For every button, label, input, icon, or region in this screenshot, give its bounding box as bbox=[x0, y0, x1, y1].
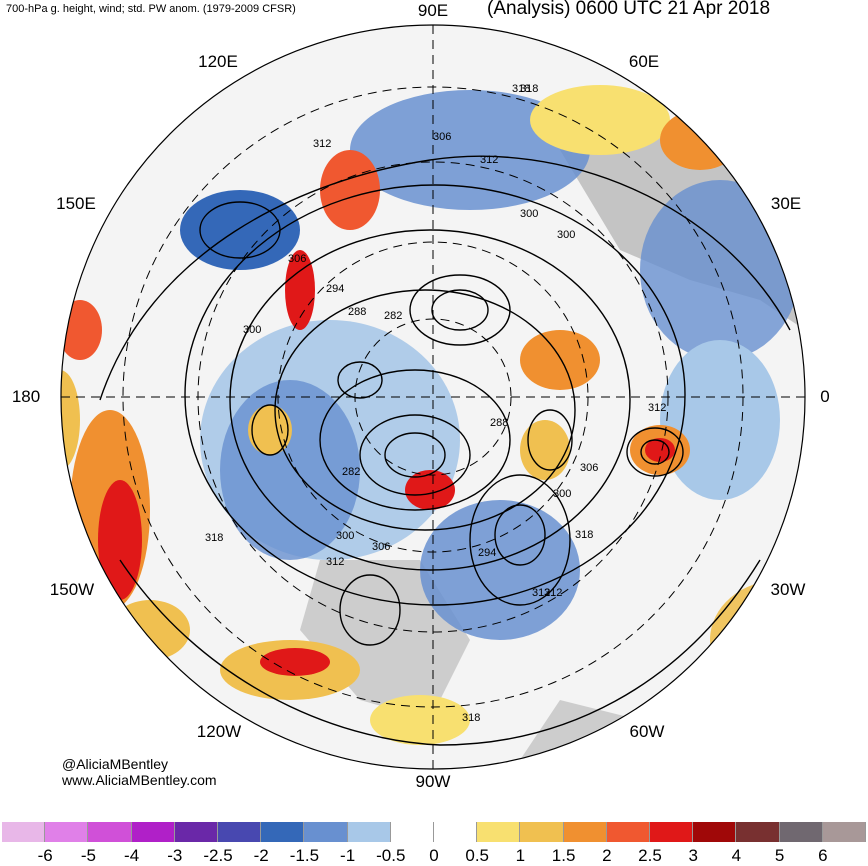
colorbar-swatch bbox=[434, 822, 478, 842]
contour-label: 300 bbox=[336, 530, 354, 542]
lon-label-120w: 120W bbox=[196, 722, 242, 741]
contour-label: 312 bbox=[480, 154, 498, 166]
contour-label: 294 bbox=[478, 547, 496, 559]
contour-label: 306 bbox=[288, 253, 306, 265]
colorbar-label: 5 bbox=[774, 846, 785, 865]
colorbar-label: 1 bbox=[515, 846, 526, 865]
colorbar-swatch bbox=[261, 822, 305, 842]
contour-label: 288 bbox=[348, 306, 366, 318]
colorbar-swatch bbox=[304, 822, 348, 842]
colorbar-swatch bbox=[477, 822, 521, 842]
contour-label: 312 bbox=[648, 402, 666, 414]
contour-label: 318 bbox=[462, 712, 480, 724]
contour-label: 312 bbox=[532, 587, 550, 599]
chart-subtitle: 700-hPa g. height, wind; std. PW anom. (… bbox=[6, 3, 296, 15]
lon-label-180: 180 bbox=[11, 387, 41, 406]
colorbar-swatch bbox=[693, 822, 737, 842]
colorbar-label: -3 bbox=[167, 846, 183, 865]
contour-label: 312 bbox=[313, 138, 331, 150]
contour-label: 300 bbox=[557, 229, 575, 241]
lon-label-90e: 90E bbox=[417, 1, 449, 20]
lon-label-30w: 30W bbox=[770, 580, 806, 599]
colorbar-label: 1.5 bbox=[551, 846, 576, 865]
colorbar-label: 2 bbox=[602, 846, 612, 865]
colorbar-swatch bbox=[218, 822, 262, 842]
colorbar-swatch bbox=[347, 822, 391, 842]
colorbar-label: -2.5 bbox=[203, 846, 233, 865]
colorbar-swatch bbox=[390, 822, 435, 842]
lon-label-30e: 30E bbox=[770, 194, 802, 213]
colorbar-label: -1.5 bbox=[289, 846, 320, 865]
colorbar-swatch bbox=[174, 822, 219, 842]
colorbar-swatch bbox=[520, 822, 564, 842]
colorbar-swatch bbox=[88, 822, 132, 842]
colorbar-label: -2 bbox=[253, 846, 269, 865]
colorbar-swatch bbox=[563, 822, 607, 842]
colorbar-swatch bbox=[606, 822, 651, 842]
lon-label-150e: 150E bbox=[56, 194, 96, 213]
colorbar bbox=[2, 822, 867, 842]
contour-label: 300 bbox=[553, 488, 571, 500]
contour-label: 318 bbox=[520, 83, 538, 95]
colorbar-label: -1 bbox=[340, 846, 356, 865]
colorbar-label: 3 bbox=[688, 846, 698, 865]
colorbar-label: 0.5 bbox=[465, 846, 490, 865]
colorbar-label: 2.5 bbox=[638, 846, 662, 865]
contour-label: 300 bbox=[520, 208, 538, 220]
colorbar-labels: -6 -5 -4 -3 -2.5 -2 -1.5 -1 -0.5 0 0.5 1 1.5 2 2.5 3 4 5 6 bbox=[0, 846, 868, 866]
contour-label: 312 bbox=[326, 556, 344, 568]
contour-label: 306 bbox=[433, 131, 451, 143]
credit-website: www.AliciaMBentley.com bbox=[62, 772, 217, 788]
contour-label: 300 bbox=[243, 324, 261, 336]
colorbar-label: -0.5 bbox=[376, 846, 406, 865]
lon-label-90w: 90W bbox=[415, 772, 451, 791]
contour-label: 312 bbox=[544, 587, 562, 599]
credit-handle: @AliciaMBentley bbox=[62, 756, 169, 772]
lon-label-120e: 120E bbox=[198, 52, 238, 71]
contour-label: 306 bbox=[372, 541, 390, 553]
colorbar-label: -4 bbox=[124, 846, 140, 865]
lon-label-60w: 60W bbox=[629, 722, 665, 741]
lon-label-150w: 150W bbox=[49, 580, 95, 599]
colorbar-swatch bbox=[736, 822, 780, 842]
lon-label-60e: 60E bbox=[628, 52, 660, 71]
colorbar-swatch bbox=[2, 822, 46, 842]
colorbar-label: 0 bbox=[429, 846, 439, 865]
lon-label-0: 0 bbox=[820, 387, 830, 406]
contour-label: 318 bbox=[205, 532, 223, 544]
colorbar-label: 6 bbox=[818, 846, 828, 865]
contour-label: 318 bbox=[575, 529, 593, 541]
chart-title: (Analysis) 0600 UTC 21 Apr 2018 bbox=[487, 0, 771, 19]
contour-label: 282 bbox=[342, 466, 360, 478]
colorbar-swatch bbox=[779, 822, 823, 842]
colorbar-swatch bbox=[650, 822, 694, 842]
colorbar-swatch bbox=[45, 822, 89, 842]
colorbar-label: 4 bbox=[731, 846, 742, 865]
colorbar-label: -5 bbox=[80, 846, 96, 865]
contour-label: 282 bbox=[384, 310, 402, 322]
colorbar-swatch bbox=[131, 822, 175, 842]
colorbar-label: -6 bbox=[37, 846, 53, 865]
colorbar-swatch bbox=[822, 822, 867, 842]
contour-label: 306 bbox=[580, 462, 598, 474]
contour-label: 288 bbox=[490, 417, 508, 429]
contour-value-labels: 318 312 306 312 300 306 300 294 288 282 … bbox=[205, 83, 666, 724]
contour-label: 294 bbox=[326, 283, 344, 295]
contour-label: 318 bbox=[512, 83, 530, 95]
